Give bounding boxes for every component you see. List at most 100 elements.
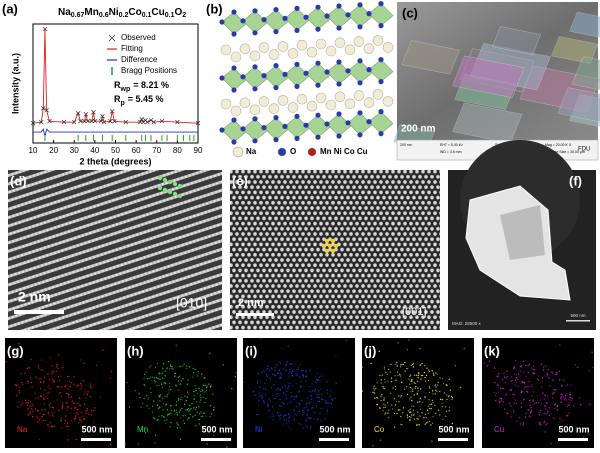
eds-dot [374,387,377,390]
title-subscript: 0.67 [71,12,85,19]
eds-dot [425,374,428,377]
eds-dot [424,396,426,398]
eds-dot [277,388,279,390]
eds-dot [48,378,51,381]
octahedron [368,59,394,83]
eds-dot [37,420,39,423]
panel-label: (b) [206,1,223,16]
eds-dot [156,377,158,379]
eds-dot [509,389,511,391]
eds-dot [540,363,543,365]
eds-dot [288,385,290,387]
eds-dot [379,374,381,377]
atom-o [336,111,342,117]
eds-dot [519,423,522,425]
eds-dot [529,385,531,387]
eds-dot [297,422,300,425]
eds-dot [411,399,413,402]
eds-dot [186,409,188,411]
eds-dot [400,394,403,397]
eds-dot [287,403,289,405]
eds-dot [147,397,150,399]
eds-dot [318,397,320,399]
eds-dot [552,372,554,374]
eds-dot [296,374,298,376]
eds-dot [280,405,282,407]
eds-dot [266,369,268,371]
eds-dot [20,381,23,384]
eds-dot [548,407,551,409]
eds-dot [318,378,320,381]
eds-dot [319,413,321,415]
atom-o [324,13,330,19]
eds-dot [424,376,426,379]
eds-dot [76,408,79,411]
eds-dot [128,406,131,408]
eds-dot [270,386,273,389]
eds-dot [561,419,563,422]
eds-dot [424,423,426,425]
eds-dot [209,415,211,418]
eds-dot [437,409,440,411]
atom-na [334,37,346,49]
eds-dot [409,408,411,410]
atom-o [378,109,384,115]
eds-dot [89,383,92,385]
eds-dot [79,405,82,407]
eds-dot [305,380,307,382]
eds-dot [272,394,274,397]
eds-dot [431,440,433,442]
eds-dot [177,376,179,378]
eds-dot [20,404,22,407]
eds-dot [402,412,404,414]
eds-dot [551,393,554,395]
eds-dot [41,415,43,418]
eds-dot [394,404,397,406]
eds-dot [398,401,400,403]
eds-dot [386,373,389,376]
eds-dot [58,392,61,394]
atom-overlay [177,193,183,199]
eds-dot [500,397,503,400]
eds-dot [325,400,327,402]
eds-dot [65,392,68,394]
eds-dot [425,417,428,419]
eds-dot [568,401,571,404]
eds-dot [285,419,288,421]
eds-dot [170,409,173,412]
eds-dot [306,418,308,421]
atom-o [273,85,279,91]
eds-dot [37,396,40,399]
scale-label: 500 nm [319,424,350,434]
eds-dot [546,372,548,374]
eds-dot [188,404,191,407]
eds-dot [90,410,93,412]
atom-na [363,97,375,108]
eds-dot [531,367,533,369]
atom-o [357,24,363,30]
eds-dot [427,405,429,407]
eds-dot [424,380,427,382]
eds-dot [274,374,277,376]
eds-dot [43,403,46,405]
eds-dot [86,409,88,411]
eds-dot [179,409,182,411]
eds-dot [79,382,82,384]
eds-dot [274,366,276,369]
eds-dot [568,404,570,407]
eds-dot [279,377,281,380]
eds-dot [429,403,431,406]
observed-marker [42,26,48,32]
eds-dot [272,418,274,421]
panel-label: (d) [10,173,27,188]
eds-dot [393,398,395,400]
eds-dot [74,402,76,405]
eds-dot [18,389,21,392]
eds-dot [79,418,81,421]
eds-dot [564,397,567,399]
eds-dot [533,403,536,405]
eds-dot [372,387,375,390]
atom-overlay [162,187,168,193]
observed-marker [175,119,180,125]
eds-dot [268,377,271,379]
